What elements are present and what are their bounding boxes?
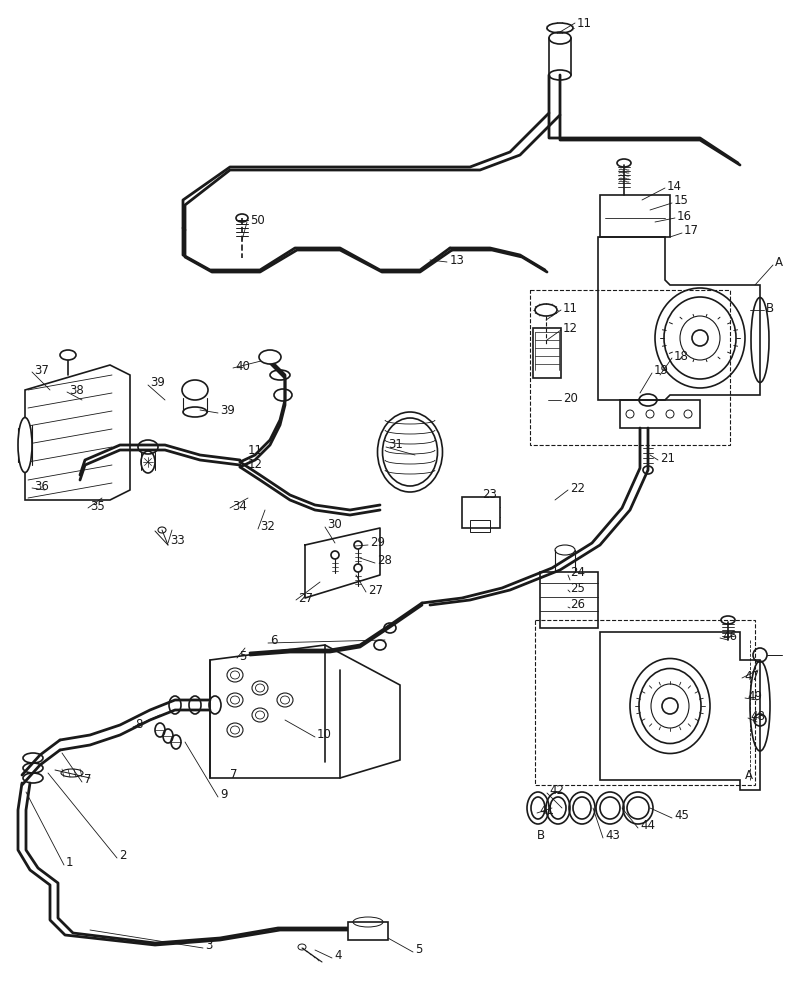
Text: 22: 22 <box>569 482 584 494</box>
Text: 16: 16 <box>676 210 691 223</box>
Ellipse shape <box>182 380 208 400</box>
Text: 4: 4 <box>333 949 341 962</box>
Text: 32: 32 <box>260 520 275 534</box>
Text: 39: 39 <box>220 404 234 418</box>
Text: 43: 43 <box>604 829 619 842</box>
Polygon shape <box>599 632 759 790</box>
Text: 37: 37 <box>34 363 49 376</box>
Text: 19: 19 <box>653 364 668 377</box>
Text: A: A <box>774 256 782 269</box>
Text: 29: 29 <box>370 536 384 550</box>
Text: 44: 44 <box>639 819 654 832</box>
Bar <box>539 572 597 628</box>
Text: 26: 26 <box>569 598 584 611</box>
Text: 28: 28 <box>376 554 392 568</box>
Text: 7: 7 <box>230 768 237 781</box>
Text: 40: 40 <box>234 360 250 372</box>
Bar <box>534 620 754 785</box>
Text: 25: 25 <box>569 582 584 594</box>
Text: B: B <box>765 302 773 314</box>
Text: 30: 30 <box>327 518 341 532</box>
Text: 7: 7 <box>84 773 92 786</box>
Text: 8: 8 <box>135 718 142 732</box>
Text: 5: 5 <box>414 943 422 956</box>
Text: 47: 47 <box>743 670 758 682</box>
Polygon shape <box>210 645 400 778</box>
Text: 3: 3 <box>204 939 212 952</box>
Text: 11: 11 <box>562 302 577 314</box>
Text: 46: 46 <box>721 630 736 643</box>
Text: 50: 50 <box>250 214 264 227</box>
Text: 42: 42 <box>548 784 564 797</box>
Text: 20: 20 <box>562 391 577 404</box>
Text: 6: 6 <box>270 635 277 648</box>
Text: 35: 35 <box>90 499 105 512</box>
Polygon shape <box>25 365 130 500</box>
Ellipse shape <box>259 350 281 364</box>
Text: 36: 36 <box>34 480 49 492</box>
Text: 34: 34 <box>232 499 247 512</box>
Text: 23: 23 <box>482 488 496 502</box>
Text: 49: 49 <box>746 690 761 702</box>
Text: 45: 45 <box>673 809 688 822</box>
Text: 5: 5 <box>238 650 246 662</box>
Text: 38: 38 <box>69 383 84 396</box>
Text: 12: 12 <box>247 458 263 472</box>
Text: 33: 33 <box>169 534 185 548</box>
Polygon shape <box>597 237 759 400</box>
Text: 1: 1 <box>66 856 74 869</box>
Text: 9: 9 <box>220 788 227 801</box>
Text: 27: 27 <box>298 591 312 604</box>
Bar <box>620 400 699 428</box>
Bar <box>470 520 489 532</box>
Ellipse shape <box>18 418 32 473</box>
Bar <box>348 922 388 940</box>
Bar <box>530 290 729 445</box>
Text: 12: 12 <box>562 322 577 334</box>
Text: 11: 11 <box>247 444 263 456</box>
Text: 31: 31 <box>388 438 402 452</box>
Polygon shape <box>461 497 500 528</box>
Text: 21: 21 <box>659 452 674 464</box>
Text: 15: 15 <box>673 194 688 208</box>
Bar <box>532 328 560 378</box>
Text: 2: 2 <box>119 849 127 862</box>
Text: 27: 27 <box>367 584 383 596</box>
Text: 48: 48 <box>749 710 764 722</box>
Text: 17: 17 <box>683 225 698 237</box>
Text: 18: 18 <box>673 350 688 362</box>
Text: 24: 24 <box>569 566 584 580</box>
Text: B: B <box>536 829 544 842</box>
Text: 39: 39 <box>150 376 165 389</box>
Text: A: A <box>744 769 752 782</box>
Text: 10: 10 <box>316 728 332 742</box>
Text: 14: 14 <box>666 180 681 193</box>
Bar <box>599 195 669 237</box>
Text: 13: 13 <box>449 253 465 266</box>
Text: 11: 11 <box>577 17 591 30</box>
Ellipse shape <box>60 350 76 360</box>
Text: 41: 41 <box>539 804 553 817</box>
